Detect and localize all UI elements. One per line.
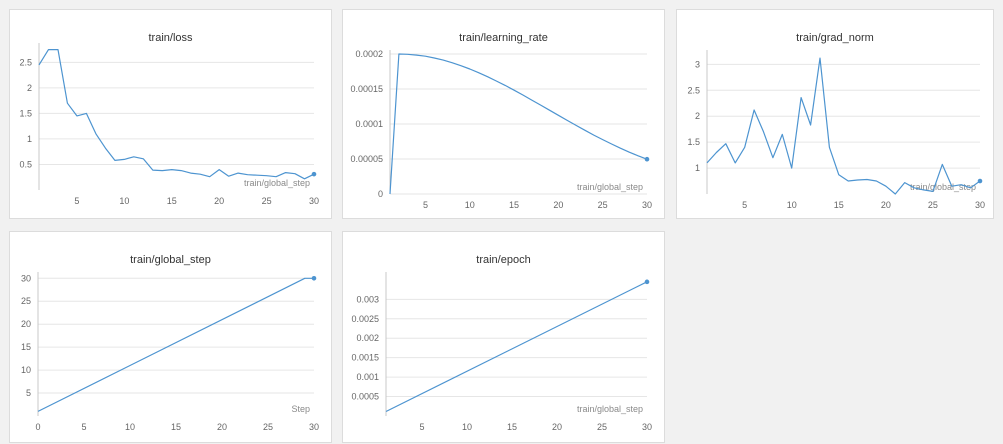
series-end-point xyxy=(644,279,650,285)
chart-panel-train-learning-rate: train/learning_rate 0 0.00005 0.0001 0.0001… xyxy=(342,9,665,219)
chart-title: train/global_step xyxy=(130,254,211,266)
chart-svg: 0.5 1 1.5 2 2.5 5 10 15 20 25 30 train/global_step xyxy=(19,43,319,206)
y-tick-label: 0.0015 xyxy=(351,353,379,363)
x-tick-label: 30 xyxy=(309,422,319,432)
chart-panel-train-global-step: train/global_step 5 10 15 20 25 30 0 5 10 15 20 25 3… xyxy=(9,231,332,443)
y-tick-label: 0.001 xyxy=(356,372,379,382)
x-tick-label: 10 xyxy=(119,196,129,206)
y-tick-label: 30 xyxy=(21,273,31,283)
chart-svg: 0 0.00005 0.0001 0.00015 0.0002 5 10 15 20 25 30 tr… xyxy=(350,49,652,210)
y-tick-label: 1 xyxy=(695,163,700,173)
x-tick-label: 10 xyxy=(462,422,472,432)
y-tick-label: 0.5 xyxy=(19,159,32,169)
x-tick-label: 15 xyxy=(171,422,181,432)
y-tick-label: 15 xyxy=(21,342,31,352)
x-tick-label: 25 xyxy=(598,200,608,210)
chart-panel-train-epoch: train/epoch 0.0005 0.001 0.0015 0.002 0.0025… xyxy=(342,231,665,443)
series-end-point xyxy=(311,171,317,177)
series-line xyxy=(706,57,981,195)
x-tick-label: 20 xyxy=(553,200,563,210)
y-tick-label: 5 xyxy=(26,388,31,398)
chart-title: train/learning_rate xyxy=(459,32,548,44)
x-tick-label: 15 xyxy=(834,200,844,210)
y-tick-label: 0.0001 xyxy=(355,119,383,129)
x-tick-label: 5 xyxy=(419,422,424,432)
x-tick-label: 30 xyxy=(975,200,985,210)
y-tick-label: 0.0002 xyxy=(355,49,383,59)
x-tick-label: 5 xyxy=(81,422,86,432)
y-tick-label: 0.00005 xyxy=(350,154,383,164)
x-tick-label: 30 xyxy=(309,196,319,206)
y-tick-label: 0.003 xyxy=(356,294,379,304)
x-tick-label: 20 xyxy=(552,422,562,432)
series-end-point xyxy=(644,156,650,162)
chart-panel-train-grad-norm: train/grad_norm 1 1.5 2 2.5 3 5 10 15 20 25 30 trai… xyxy=(676,9,994,219)
x-tick-label: 5 xyxy=(742,200,747,210)
x-tick-label: 15 xyxy=(509,200,519,210)
y-tick-label: 0.0005 xyxy=(351,392,379,402)
x-tick-label: 20 xyxy=(217,422,227,432)
chart-title: train/epoch xyxy=(476,254,531,266)
x-tick-label: 25 xyxy=(597,422,607,432)
x-axis-label: train/global_step xyxy=(244,178,310,188)
y-tick-label: 0.00015 xyxy=(350,84,383,94)
y-tick-label: 1 xyxy=(27,134,32,144)
y-tick-label: 25 xyxy=(21,296,31,306)
y-tick-label: 3 xyxy=(695,59,700,69)
x-tick-label: 5 xyxy=(423,200,428,210)
x-tick-label: 10 xyxy=(787,200,797,210)
x-tick-label: 20 xyxy=(214,196,224,206)
chart-title: train/loss xyxy=(148,32,193,44)
y-tick-label: 2.5 xyxy=(687,85,700,95)
x-axis-label: train/global_step xyxy=(577,404,643,414)
y-tick-label: 0.002 xyxy=(356,333,379,343)
x-axis-label: train/global_step xyxy=(577,182,643,192)
x-tick-label: 15 xyxy=(507,422,517,432)
series-end-point xyxy=(977,178,983,184)
y-tick-label: 2 xyxy=(27,83,32,93)
chart-svg: 0.0005 0.001 0.0015 0.002 0.0025 0.003 5 10 15 20… xyxy=(351,272,652,432)
y-tick-label: 0.0025 xyxy=(351,314,379,324)
y-tick-label: 1.5 xyxy=(687,137,700,147)
series-line xyxy=(389,53,648,195)
x-tick-label: 25 xyxy=(262,196,272,206)
y-tick-label: 2.5 xyxy=(19,57,32,67)
series-line xyxy=(37,277,314,412)
x-tick-label: 5 xyxy=(74,196,79,206)
x-tick-label: 15 xyxy=(167,196,177,206)
y-tick-label: 2 xyxy=(695,111,700,121)
y-tick-label: 1.5 xyxy=(19,108,32,118)
x-tick-label: 10 xyxy=(465,200,475,210)
x-axis-label: train/global_step xyxy=(910,182,976,192)
chart-svg: 1 1.5 2 2.5 3 5 10 15 20 25 30 train/global_step xyxy=(687,50,985,210)
series-end-point xyxy=(311,275,317,281)
x-tick-label: 20 xyxy=(881,200,891,210)
y-tick-label: 0 xyxy=(378,189,383,199)
y-tick-label: 20 xyxy=(21,319,31,329)
y-tick-label: 10 xyxy=(21,365,31,375)
x-axis-label: Step xyxy=(291,404,310,414)
x-tick-label: 25 xyxy=(928,200,938,210)
x-tick-label: 30 xyxy=(642,200,652,210)
chart-title: train/grad_norm xyxy=(796,32,874,44)
series-line xyxy=(385,281,648,413)
x-tick-label: 10 xyxy=(125,422,135,432)
chart-panel-train-loss: train/loss 0.5 1 1.5 2 2.5 5 10 15 20 25 30 train/g… xyxy=(9,9,332,219)
series-line xyxy=(38,48,315,180)
x-tick-label: 0 xyxy=(35,422,40,432)
chart-svg: 5 10 15 20 25 30 0 5 10 15 20 25 30 Step xyxy=(21,272,319,432)
x-tick-label: 30 xyxy=(642,422,652,432)
x-tick-label: 25 xyxy=(263,422,273,432)
